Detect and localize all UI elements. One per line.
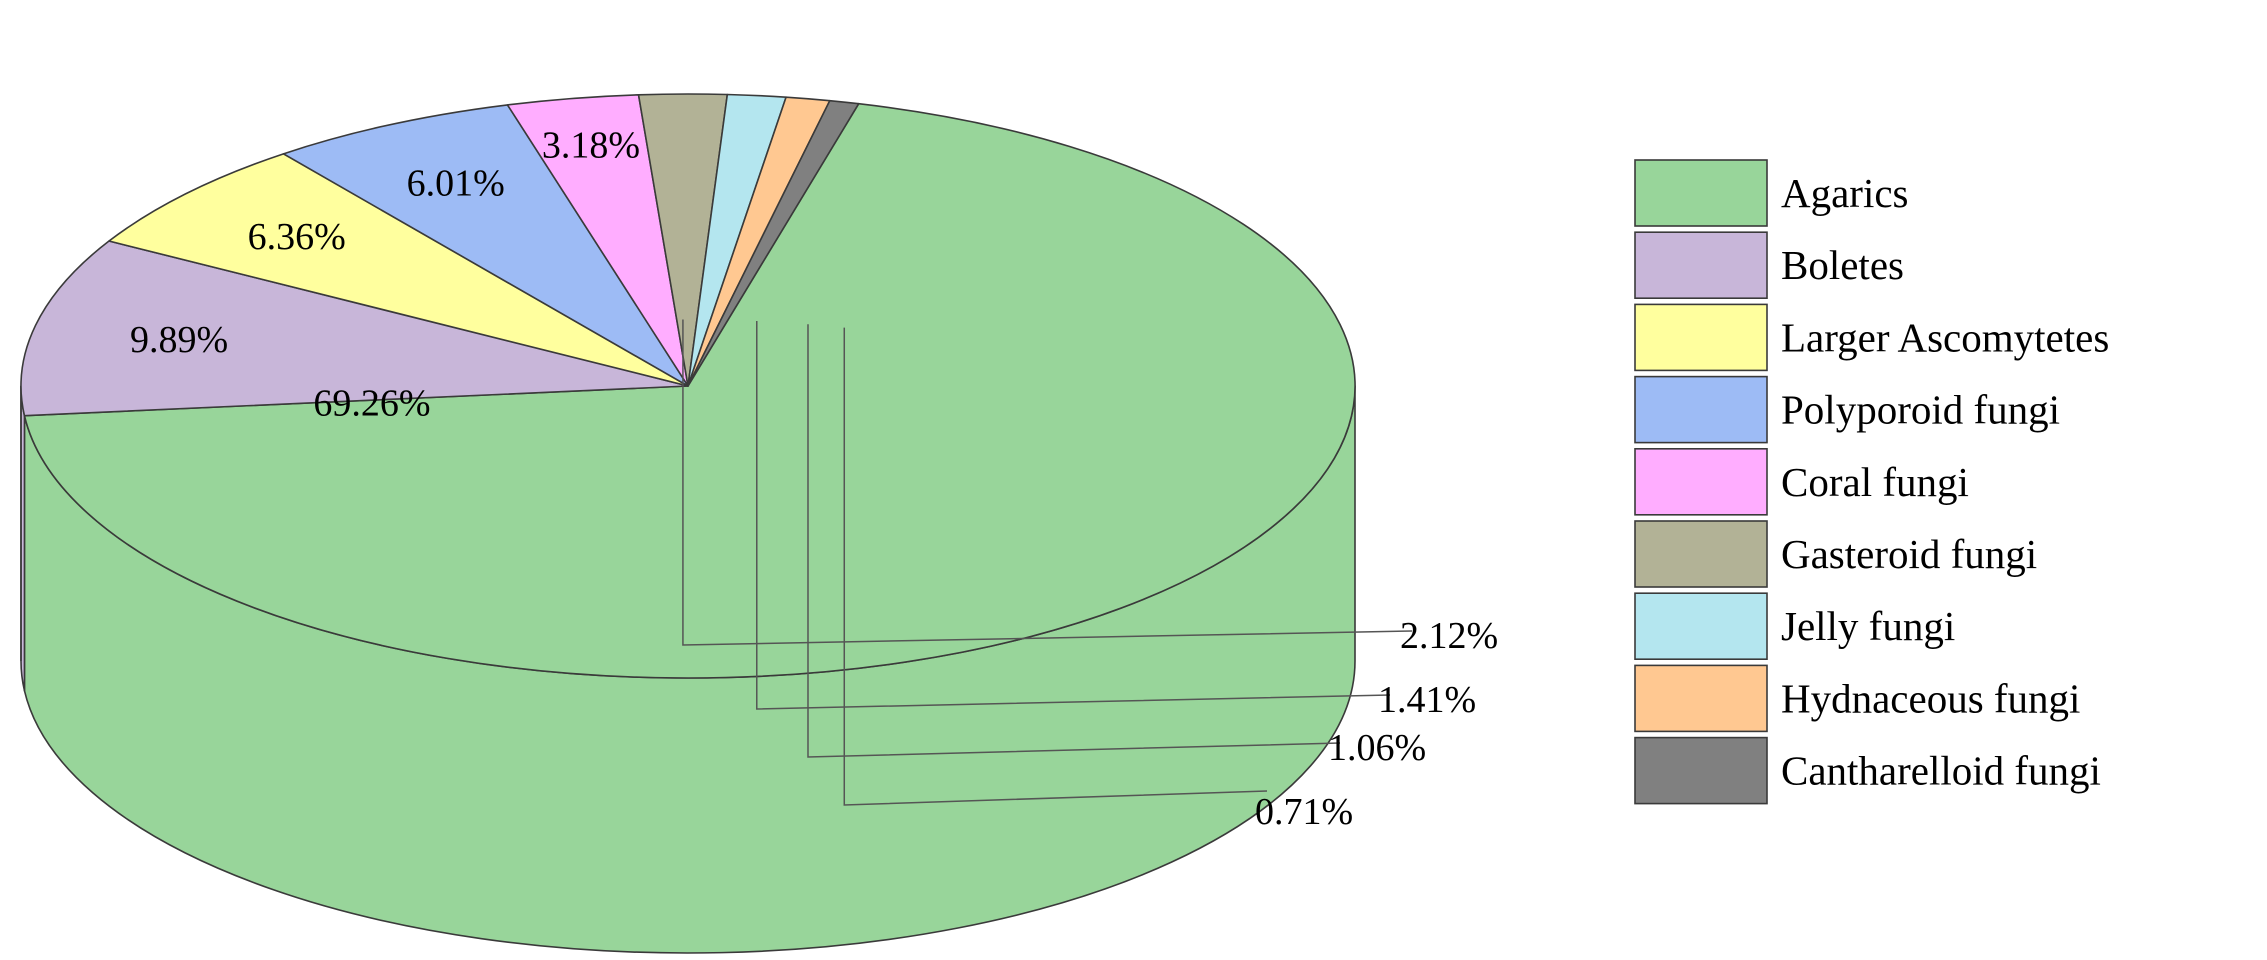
data-label-polyporoid-fungi: 6.01% [407, 163, 505, 205]
leader-line-gasteroid-fungi [682, 319, 1413, 646]
data-label-agarics: 69.26% [313, 382, 430, 424]
legend: Agarics Boletes Larger Ascomytetes Polyporo… [1634, 159, 2109, 805]
legend-swatch-agarics [1634, 159, 1768, 227]
legend-label-polyporoid-fungi: Polyporoid fungi [1781, 387, 2060, 433]
legend-label-gasteroid-fungi: Gasteroid fungi [1781, 531, 2037, 577]
legend-label-coral-fungi: Coral fungi [1781, 459, 1969, 505]
data-label-hydnaceous-fungi: 1.06% [1328, 727, 1426, 769]
legend-swatch-polyporoid-fungi [1634, 375, 1768, 444]
leader-line-cantharelloid-fungi [843, 327, 1268, 806]
legend-swatch-cantharelloid-fungi [1634, 736, 1768, 805]
leader-line-hydnaceous-fungi [807, 324, 1341, 758]
pie-slice-larger-ascomytetes [108, 153, 689, 387]
legend-swatch-hydnaceous-fungi [1634, 664, 1768, 733]
data-label-boletes: 9.89% [130, 319, 228, 361]
pie-slice-agarics [23, 102, 1356, 679]
pie-slice-polyporoid-fungi [282, 104, 689, 387]
legend-swatch-boletes [1634, 231, 1768, 299]
legend-swatch-larger-ascomytetes [1634, 303, 1768, 372]
legend-label-cantharelloid-fungi: Cantharelloid fungi [1781, 748, 2101, 794]
data-label-larger-ascomytetes: 6.36% [248, 216, 346, 258]
legend-swatch-gasteroid-fungi [1634, 520, 1768, 588]
data-label-gasteroid-fungi: 2.12% [1400, 615, 1498, 657]
pie-data-labels: 69.26% 9.89% 6.36% 6.01% 3.18% 2.12% 1.41% 1.06… [130, 125, 1498, 833]
legend-label-larger-ascomytetes: Larger Ascomytetes [1781, 314, 2109, 360]
pie-slice-cantharelloid-fungi [687, 99, 860, 387]
legend-label-jelly-fungi: Jelly fungi [1781, 603, 1955, 649]
pie-top-faces [20, 93, 1356, 679]
legend-label-hydnaceous-fungi: Hydnaceous fungi [1781, 675, 2080, 721]
leader-line-jelly-fungi [756, 321, 1391, 710]
data-label-jelly-fungi: 1.41% [1378, 679, 1476, 721]
pie-slice-boletes [20, 240, 689, 417]
legend-label-boletes: Boletes [1781, 242, 1904, 288]
data-label-cantharelloid-fungi: 0.71% [1255, 791, 1353, 833]
data-label-coral-fungi: 3.18% [542, 125, 640, 167]
legend-swatch-coral-fungi [1634, 447, 1768, 516]
legend-label-agarics: Agarics [1781, 170, 1909, 216]
legend-swatch-jelly-fungi [1634, 592, 1768, 661]
